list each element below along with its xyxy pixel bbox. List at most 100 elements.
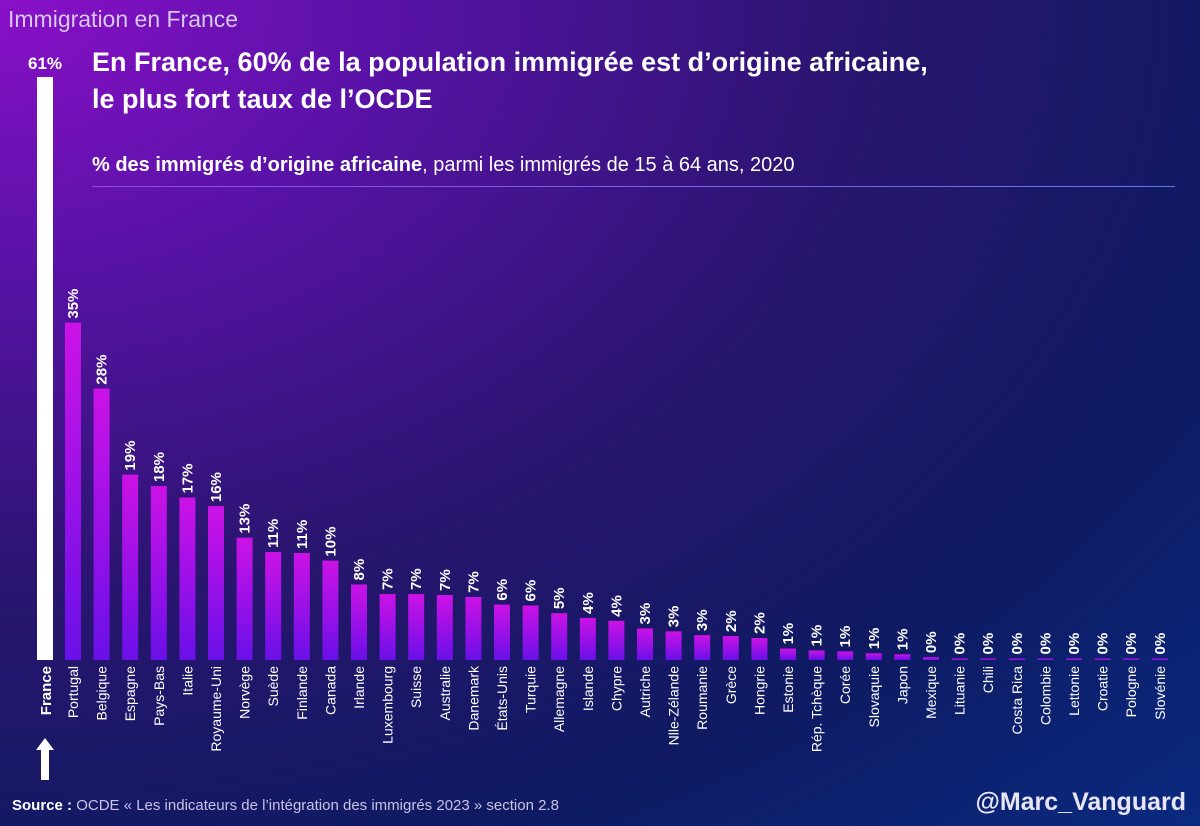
subtitle-bold: % des immigrés d’origine africaine [92, 154, 423, 176]
value-label-norv-ge: 13% [237, 504, 254, 534]
source-text: OCDE « Les indicateurs de l’intégration … [76, 797, 559, 814]
bar-islande [579, 617, 596, 660]
bar-colombie [1037, 658, 1054, 660]
value-label-colombie: 0% [1037, 633, 1054, 655]
value-label-pays-bas: 18% [151, 452, 168, 482]
bar-australie [436, 595, 453, 660]
value-label-hongrie: 2% [751, 612, 768, 634]
category-label-cor-e: Corée [837, 666, 853, 704]
category-label-italie: Italie [179, 666, 195, 696]
category-label-su-de: Suède [265, 666, 281, 707]
up-arrow-icon [36, 738, 54, 780]
category-labels-group: Portugal Belgique Espagne Pays-Bas Italie Roy… [65, 665, 1168, 752]
value-label-irlande: 8% [351, 559, 368, 581]
bar-chili [980, 658, 997, 660]
bar-croatie [1094, 658, 1111, 660]
bar-royaume-uni [208, 506, 224, 660]
bar-italie [179, 497, 196, 660]
value-label-pologne: 0% [1123, 633, 1140, 655]
bar-slov-nie [1151, 658, 1168, 660]
category-label-royaume-uni: Royaume-Uni [208, 666, 224, 752]
category-label-nlle-z-lande: Nlle-Zélande [666, 666, 682, 746]
bar-lettonie [1066, 658, 1082, 660]
value-label-su-de: 11% [265, 519, 282, 548]
category-label-lettonie: Lettonie [1066, 666, 1082, 716]
category-label-chypre: Chypre [608, 666, 624, 711]
bar-pologne [1123, 658, 1140, 660]
value-label-portugal: 35% [65, 289, 82, 319]
value-label-lettonie: 0% [1066, 633, 1083, 655]
section-label: Immigration en France [8, 6, 239, 32]
source-note: Source : OCDE « Les indicateurs de l’int… [12, 797, 559, 814]
bar-france [37, 77, 53, 660]
bar-hongrie [751, 638, 768, 660]
value-label-australie: 7% [437, 569, 454, 591]
bar-canada [322, 560, 339, 660]
category-label-slovaquie: Slovaquie [866, 666, 882, 728]
bar-luxembourg [379, 594, 396, 660]
bar-mexique [923, 657, 939, 660]
bar-roumanie [694, 635, 711, 660]
category-label-croatie: Croatie [1095, 666, 1111, 711]
bar-belgique [93, 388, 110, 660]
bar-nlle-z-lande [665, 631, 682, 660]
bar-pays-bas [150, 486, 167, 660]
bar-danemark [465, 596, 482, 660]
category-label-canada: Canada [322, 666, 338, 715]
category-label-hongrie: Hongrie [751, 666, 767, 715]
value-label-italie: 17% [179, 463, 196, 493]
value-label-estonie: 1% [780, 623, 797, 645]
value-label-espagne: 19% [122, 441, 139, 471]
category-label-pays-bas: Pays-Bas [151, 666, 167, 726]
category-label-slov-nie: Slovénie [1152, 666, 1168, 720]
value-label-gr-ce: 2% [723, 610, 740, 632]
bars-group [65, 322, 1168, 660]
bar-costa-rica [1008, 658, 1025, 660]
bar-chart: 35% 28% 19% 18% 17% 16% 13% 11% 11% 10% 8% 7% 7% 7% 7%… [28, 54, 1169, 780]
bar-irlande [351, 584, 367, 660]
value-labels-group: 35% 28% 19% 18% 17% 16% 13% 11% 11% 10% 8% 7% 7% 7% 7%… [65, 289, 1169, 655]
value-label-r-p-tch-que: 1% [809, 625, 826, 647]
category-label-danemark: Danemark [465, 665, 481, 731]
value-label-suisse: 7% [408, 568, 425, 590]
bar-portugal [65, 322, 81, 660]
value-label-finlande: 11% [294, 520, 311, 549]
category-label-france: France [38, 666, 55, 715]
value-label-roumanie: 3% [694, 609, 711, 631]
value-label-allemagne: 5% [551, 587, 568, 609]
category-label-estonie: Estonie [780, 666, 796, 713]
value-label-japon: 1% [894, 629, 911, 651]
bar-cor-e [837, 651, 854, 660]
value-label-autriche: 3% [637, 603, 654, 625]
category-label-norv-ge: Norvège [237, 666, 253, 719]
value-label-slov-nie: 0% [1152, 633, 1169, 655]
category-label-portugal: Portugal [65, 666, 81, 718]
bar-espagne [122, 474, 139, 660]
value-label-france: 61% [28, 54, 62, 73]
source-label: Source : [12, 797, 73, 814]
category-label-luxembourg: Luxembourg [380, 666, 396, 744]
category-label-costa-rica: Costa Rica [1009, 666, 1025, 735]
value-label-islande: 4% [580, 592, 597, 614]
value-label-slovaquie: 1% [866, 628, 883, 650]
bar-chypre [608, 620, 625, 660]
bar-allemagne [551, 613, 568, 660]
value-label-turquie: 6% [523, 580, 540, 602]
value-label-luxembourg: 7% [380, 568, 397, 590]
value-label-chypre: 4% [608, 595, 625, 617]
category-label-allemagne: Allemagne [551, 666, 567, 732]
value-label-royaume-uni: 16% [208, 472, 225, 502]
category-label-irlande: Irlande [351, 666, 367, 709]
bar-turquie [522, 605, 539, 660]
france-highlight: 61% France [28, 54, 62, 780]
category-label-finlande: Finlande [294, 666, 310, 720]
category-label-espagne: Espagne [122, 666, 138, 721]
bar-norv-ge [236, 537, 253, 660]
category-label-turquie: Turquie [523, 666, 539, 713]
category-label-r-p-tch-que: Rép. Tchèque [809, 666, 825, 752]
value-label-nlle-z-lande: 3% [666, 606, 683, 628]
value-label-danemark: 7% [465, 571, 482, 593]
value-label-belgique: 28% [94, 355, 111, 385]
category-label-mexique: Mexique [923, 666, 939, 719]
title-line-2: le plus fort taux de l’OCDE [92, 84, 433, 114]
